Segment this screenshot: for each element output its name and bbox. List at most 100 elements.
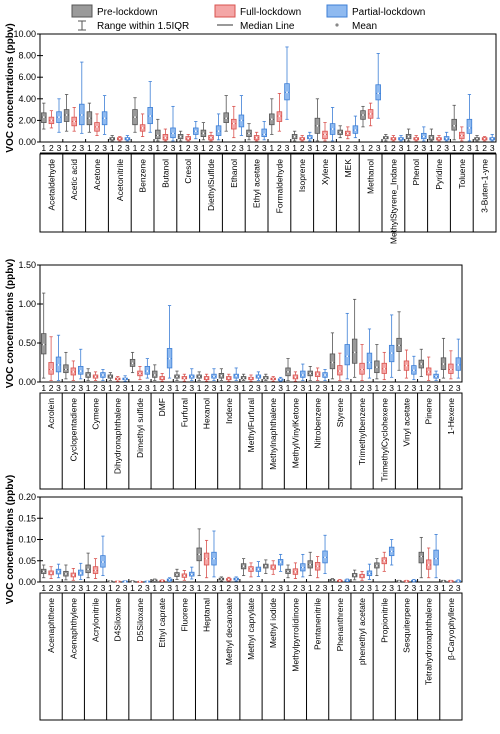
mean-dot-partial bbox=[400, 137, 402, 140]
group-tick-label: 3 bbox=[167, 583, 172, 593]
category-label: Acetonitrile bbox=[115, 159, 125, 201]
group-tick-label: 3 bbox=[300, 383, 305, 393]
group-tick-label: 3 bbox=[323, 383, 328, 393]
mean-dot-full bbox=[438, 137, 440, 140]
group-tick-label: 3 bbox=[123, 583, 128, 593]
mean-dot-pre bbox=[198, 553, 201, 556]
mean-dot-pre bbox=[375, 564, 378, 567]
group-tick-label: 2 bbox=[160, 383, 165, 393]
mean-dot-full bbox=[116, 377, 119, 380]
mean-dot-full bbox=[483, 137, 486, 140]
category-label: Isoprene bbox=[297, 159, 307, 192]
mean-dot-partial bbox=[435, 375, 437, 378]
mean-dot-full bbox=[205, 557, 208, 560]
mean-dot-pre bbox=[42, 116, 45, 119]
mean-dot-partial bbox=[257, 568, 260, 571]
mean-dot-pre bbox=[430, 136, 433, 139]
mean-dot-full bbox=[383, 559, 386, 562]
group-tick-label: 1 bbox=[429, 143, 434, 153]
group-tick-label: 3 bbox=[212, 383, 217, 393]
mean-dot-full bbox=[118, 137, 121, 140]
category-label: Ethyl caprate bbox=[157, 598, 167, 648]
mean-dot-full bbox=[449, 580, 452, 583]
box-partial bbox=[344, 344, 350, 366]
mean-dot-partial bbox=[279, 561, 282, 563]
mean-dot-pre bbox=[153, 374, 156, 376]
group-tick-label: 2 bbox=[93, 383, 98, 393]
group-tick-label: 2 bbox=[226, 383, 231, 393]
group-tick-label: 3 bbox=[56, 383, 61, 393]
y-tick-label: 0.00 bbox=[18, 577, 36, 587]
group-tick-label: 3 bbox=[189, 583, 194, 593]
group-tick-label: 3 bbox=[345, 583, 350, 593]
group-tick-label: 1 bbox=[175, 583, 180, 593]
mean-dot-partial bbox=[217, 130, 220, 133]
group-tick-label: 1 bbox=[197, 383, 202, 393]
mean-dot-full bbox=[301, 137, 304, 140]
mean-dot-full bbox=[361, 368, 363, 371]
mean-dot-partial bbox=[213, 375, 215, 378]
mean-dot-pre bbox=[270, 118, 273, 121]
mean-dot-full bbox=[427, 564, 430, 566]
group-tick-label: 1 bbox=[397, 383, 402, 393]
box-partial bbox=[366, 352, 373, 370]
mean-dot-partial bbox=[354, 129, 357, 132]
mean-dot-full bbox=[72, 370, 75, 373]
category-label: Sesquiterpene bbox=[401, 598, 411, 653]
category-label: β-Caryophyllene bbox=[446, 598, 456, 660]
mean-dot-pre bbox=[442, 363, 445, 365]
group-tick-label: 1 bbox=[130, 383, 135, 393]
category-label: MEK bbox=[343, 159, 353, 178]
category-label: Styrene bbox=[335, 398, 345, 428]
group-tick-label: 2 bbox=[360, 583, 365, 593]
category-label: Formaldehyde bbox=[274, 159, 284, 214]
group-tick-label: 3 bbox=[367, 383, 372, 393]
group-tick-label: 1 bbox=[41, 583, 46, 593]
group-tick-label: 2 bbox=[360, 383, 365, 393]
group-tick-label: 3 bbox=[389, 383, 394, 393]
mean-dot-pre bbox=[353, 351, 356, 354]
mean-dot-partial bbox=[435, 557, 437, 560]
group-tick-label: 3 bbox=[101, 583, 106, 593]
group-tick-label: 2 bbox=[482, 143, 487, 153]
mean-dot-partial bbox=[491, 137, 494, 140]
group-tick-label: 3 bbox=[285, 143, 290, 153]
mean-dot-full bbox=[94, 375, 97, 378]
mean-dot-full bbox=[73, 120, 76, 123]
box-pre bbox=[418, 551, 424, 564]
mean-dot-pre bbox=[134, 116, 136, 119]
group-tick-label: 1 bbox=[41, 143, 46, 153]
group-tick-label: 1 bbox=[133, 143, 138, 153]
group-tick-label: 3 bbox=[262, 143, 267, 153]
mean-dot-partial bbox=[149, 115, 152, 117]
plot-frame bbox=[39, 264, 463, 383]
group-tick-label: 1 bbox=[308, 383, 313, 393]
mean-dot-pre bbox=[156, 134, 159, 137]
mean-dot-full bbox=[50, 572, 53, 574]
mean-dot-full bbox=[205, 377, 208, 379]
group-tick-label: 2 bbox=[231, 143, 236, 153]
mean-dot-pre bbox=[287, 370, 289, 373]
group-tick-label: 2 bbox=[72, 143, 77, 153]
group-tick-label: 2 bbox=[254, 143, 259, 153]
mean-dot-partial bbox=[194, 130, 197, 133]
group-tick-label: 2 bbox=[404, 383, 409, 393]
mean-dot-full bbox=[405, 580, 408, 583]
mean-dot-pre bbox=[264, 377, 267, 379]
category-group: 1 2 33-Buten-1-yne bbox=[472, 134, 497, 232]
